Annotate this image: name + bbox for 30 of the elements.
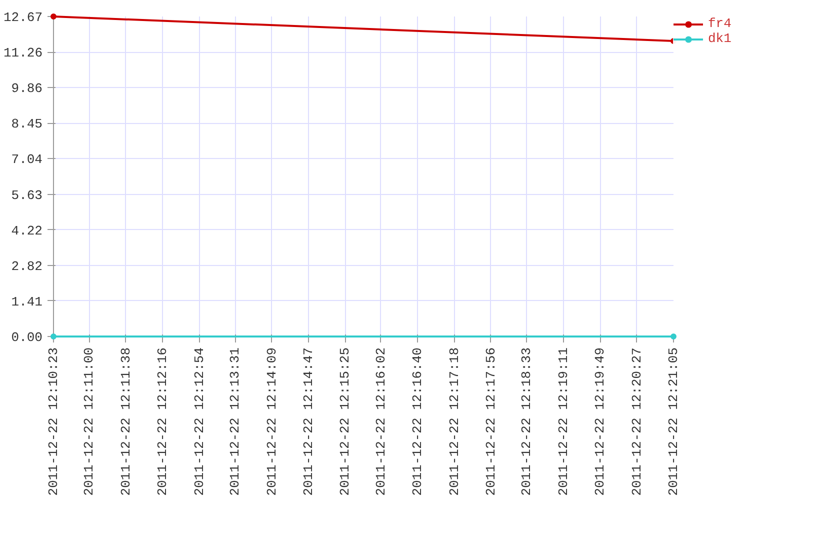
x-tick-label: 2011-12-22 12:14:47 [300,347,316,496]
y-tick-label: 7.04 [11,152,43,168]
x-tick-label: 2011-12-22 12:10:23 [46,347,61,496]
x-tick-label: 2011-12-22 12:20:27 [629,347,644,496]
y-tick-label: 11.26 [3,46,43,61]
y-tick-label: 5.63 [11,188,43,203]
y-tick-label: 1.41 [11,294,43,310]
x-tick-label: 2011-12-22 12:18:33 [519,347,534,496]
y-tick-label: 4.22 [11,223,43,238]
y-tick-label: 12.67 [3,10,43,25]
y-tick-label: 9.86 [11,80,43,96]
x-tick-label: 2011-12-22 12:17:56 [483,347,498,496]
y-tick-label: 2.82 [11,258,43,274]
x-tick-label: 2011-12-22 12:11:00 [82,347,97,496]
legend-label: dk1 [708,31,732,46]
x-tick-label: 2011-12-22 12:13:31 [228,347,243,496]
x-tick-label: 2011-12-22 12:11:38 [118,347,134,496]
x-tick-label: 2011-12-22 12:17:18 [446,347,462,496]
legend-label: fr4 [708,16,732,31]
x-tick-label: 2011-12-22 12:19:49 [592,347,608,496]
x-tick-label: 2011-12-22 12:12:16 [155,347,170,496]
x-tick-label: 2011-12-22 12:15:25 [338,347,353,496]
x-tick-label: 2011-12-22 12:12:54 [192,347,207,496]
x-tick-label: 2011-12-22 12:14:09 [264,347,280,496]
x-tick-label: 2011-12-22 12:21:05 [666,347,681,496]
x-tick-label: 2011-12-22 12:16:40 [410,347,426,496]
y-tick-label: 8.45 [11,116,43,132]
x-tick-label: 2011-12-22 12:19:11 [556,347,571,496]
y-tick-label: 0.00 [11,330,43,345]
x-tick-label: 2011-12-22 12:16:02 [373,347,388,496]
